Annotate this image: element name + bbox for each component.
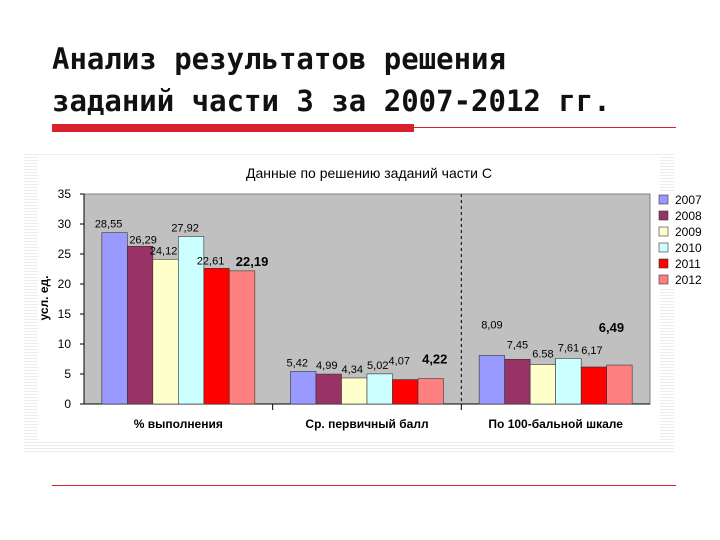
data-label: 6,17 [581,345,602,357]
y-tick-label: 10 [58,337,72,351]
bar [580,366,607,405]
legend-label: 2010 [675,241,702,255]
chart-title: Данные по решению заданий части С [246,165,492,181]
data-label: 27,92 [171,222,199,234]
bar [366,373,393,405]
bar [229,270,256,405]
slide-title-line-2: заданий части 3 за 2007-2012 гг. [52,84,611,118]
legend-label: 2007 [675,193,702,207]
data-label: 22,19 [236,254,269,269]
bar [341,377,368,405]
y-tick-label: 5 [64,367,71,381]
legend-swatch [658,194,669,205]
bar [606,364,633,405]
data-label: 4,07 [389,356,410,368]
data-label: 4,22 [422,352,447,367]
legend-label: 2011 [675,257,701,271]
legend-swatch [658,242,669,253]
data-label: 5,02 [367,360,388,372]
data-label: 4,99 [316,360,337,372]
slide-title: Анализ результатов решения заданий части… [52,38,692,122]
data-label: 28,55 [95,219,123,231]
data-label: 7,61 [558,342,579,354]
data-label: 8,09 [481,319,502,331]
bottom-divider [52,485,676,486]
data-label: 5,42 [287,357,308,369]
bar [392,379,419,405]
legend-label: 2009 [675,225,702,239]
data-label: 7,45 [507,339,528,351]
legend-label: 2012 [675,273,702,287]
legend-box [655,191,713,289]
data-label: 4,34 [342,364,363,376]
bar [529,364,556,405]
y-tick-label: 25 [58,247,72,261]
data-label: 22,61 [197,255,225,267]
title-underline-accent [52,124,414,132]
y-tick-label: 15 [58,307,72,321]
x-tick-label: Ср. первичный балл [305,417,428,431]
bar [203,268,230,405]
bar [478,355,505,405]
bar [101,232,128,405]
bar [315,373,342,405]
bar [178,236,205,405]
x-tick-label: По 100-бальной шкале [488,417,623,431]
x-tick-label: % выполнения [134,417,223,431]
bar [555,358,582,405]
slide-title-line-1: Анализ результатов решения [52,42,506,76]
bar [152,258,179,405]
y-tick-label: 0 [64,397,71,411]
data-label: 26,29 [129,234,157,246]
data-label: 6.58 [532,349,553,361]
legend-swatch [658,226,669,237]
bar [417,378,444,405]
title-underline-thin [414,127,676,128]
legend-swatch [658,210,669,221]
legend-label: 2008 [675,209,702,223]
legend-swatch [658,258,669,269]
bar [127,245,154,405]
y-axis-label: усл. ед. [37,276,51,321]
data-label: 24,12 [150,245,178,257]
bar [290,371,317,405]
y-tick-label: 30 [58,217,72,231]
y-tick-label: 35 [58,187,72,201]
y-tick-label: 20 [58,277,72,291]
data-label: 6,49 [599,320,624,335]
legend-swatch [658,274,669,285]
bar [504,358,531,405]
